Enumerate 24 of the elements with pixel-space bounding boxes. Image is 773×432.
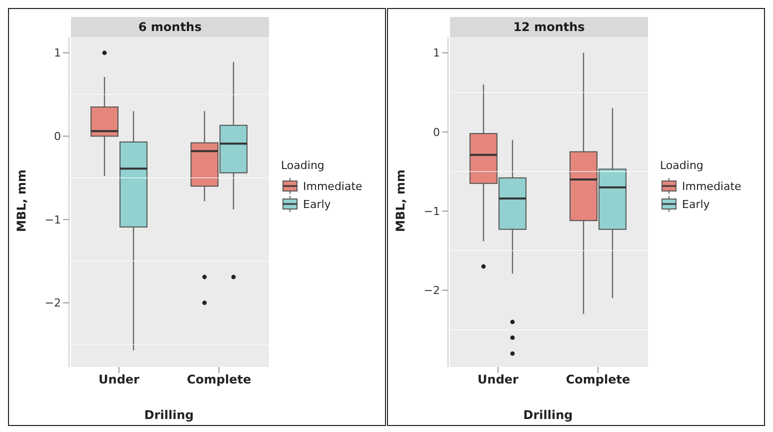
y-axis-title: MBL, mm [14,170,28,232]
chart-title: 6 months [71,17,269,37]
y-tick-label: 0 [54,130,61,144]
legend-label: Immediate [682,180,742,192]
chart-title: 12 months [450,17,648,37]
x-tick-label: Under [478,372,519,387]
y-axis-title: MBL, mm [393,170,408,232]
y-tick-label: 1 [54,46,61,60]
legend-label: Early [682,198,710,210]
legend-title: Loading [660,159,704,172]
y-tick-label: 1 [433,46,440,60]
x-axis-title: Drilling [144,408,194,422]
x-tick-label: Under [98,372,140,387]
y-tick-label: −1 [44,213,61,226]
y-tick-label: −1 [424,205,440,218]
x-tick-label: Complete [566,372,630,387]
x-axis-title: Drilling [523,408,573,422]
legend-label: Immediate [303,180,362,192]
legend-title: Loading [281,159,326,172]
y-tick-label: −2 [44,296,61,310]
x-tick-label: Complete [186,372,252,387]
legend-label: Early [303,198,331,210]
y-tick-label: −2 [424,284,440,298]
y-tick-label: 0 [433,126,440,139]
